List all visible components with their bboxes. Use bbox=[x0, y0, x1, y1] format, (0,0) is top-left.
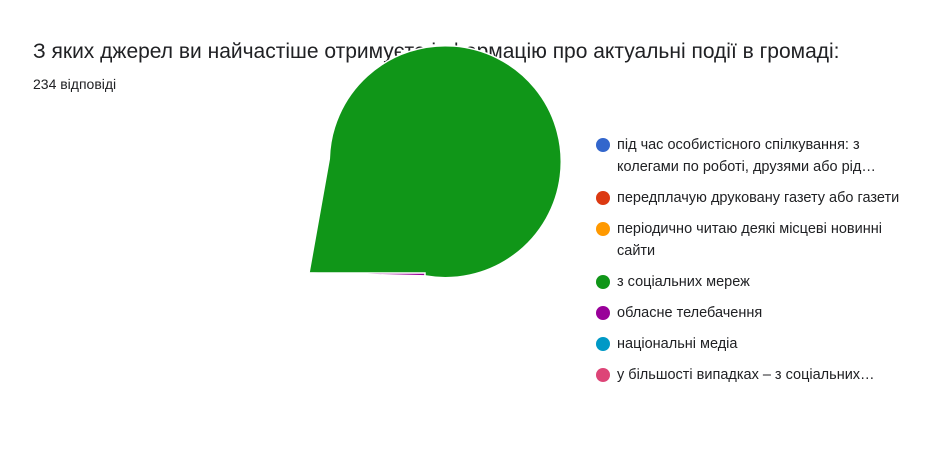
pie-slice-3[interactable] bbox=[308, 44, 562, 279]
chart-legend: під час особистісного спілкування: з кол… bbox=[596, 134, 926, 395]
legend-item-6[interactable]: у більшості випадках – з соціальних… bbox=[596, 364, 926, 386]
legend-label: під час особистісного спілкування: з кол… bbox=[617, 137, 876, 175]
legend-swatch-icon bbox=[596, 275, 610, 289]
legend-label: обласне телебачення bbox=[617, 305, 763, 321]
legend-label: передплачую друковану газету або газети bbox=[617, 190, 900, 206]
legend-item-4[interactable]: обласне телебачення bbox=[596, 302, 926, 324]
legend-swatch-icon bbox=[596, 191, 610, 205]
legend-item-2[interactable]: періодично читаю деякі місцеві новинні с… bbox=[596, 218, 926, 262]
legend-label: з соціальних мереж bbox=[617, 274, 750, 290]
legend-swatch-icon bbox=[596, 337, 610, 351]
legend-label: періодично читаю деякі місцеві новинні с… bbox=[617, 221, 882, 259]
legend-swatch-icon bbox=[596, 222, 610, 236]
legend-swatch-icon bbox=[596, 138, 610, 152]
legend-item-1[interactable]: передплачую друковану газету або газети bbox=[596, 187, 926, 209]
legend-item-5[interactable]: національні медіа bbox=[596, 333, 926, 355]
legend-item-3[interactable]: з соціальних мереж bbox=[596, 271, 926, 293]
response-count: 234 відповіді bbox=[33, 76, 117, 92]
legend-swatch-icon bbox=[596, 368, 610, 382]
legend-label: у більшості випадках – з соціальних… bbox=[617, 367, 875, 383]
slice-label-3: 77,4% bbox=[225, 316, 268, 333]
legend-swatch-icon bbox=[596, 306, 610, 320]
legend-item-0[interactable]: під час особистісного спілкування: з кол… bbox=[596, 134, 926, 178]
pie-slice-4[interactable] bbox=[308, 272, 426, 277]
legend-label: національні медіа bbox=[617, 336, 738, 352]
